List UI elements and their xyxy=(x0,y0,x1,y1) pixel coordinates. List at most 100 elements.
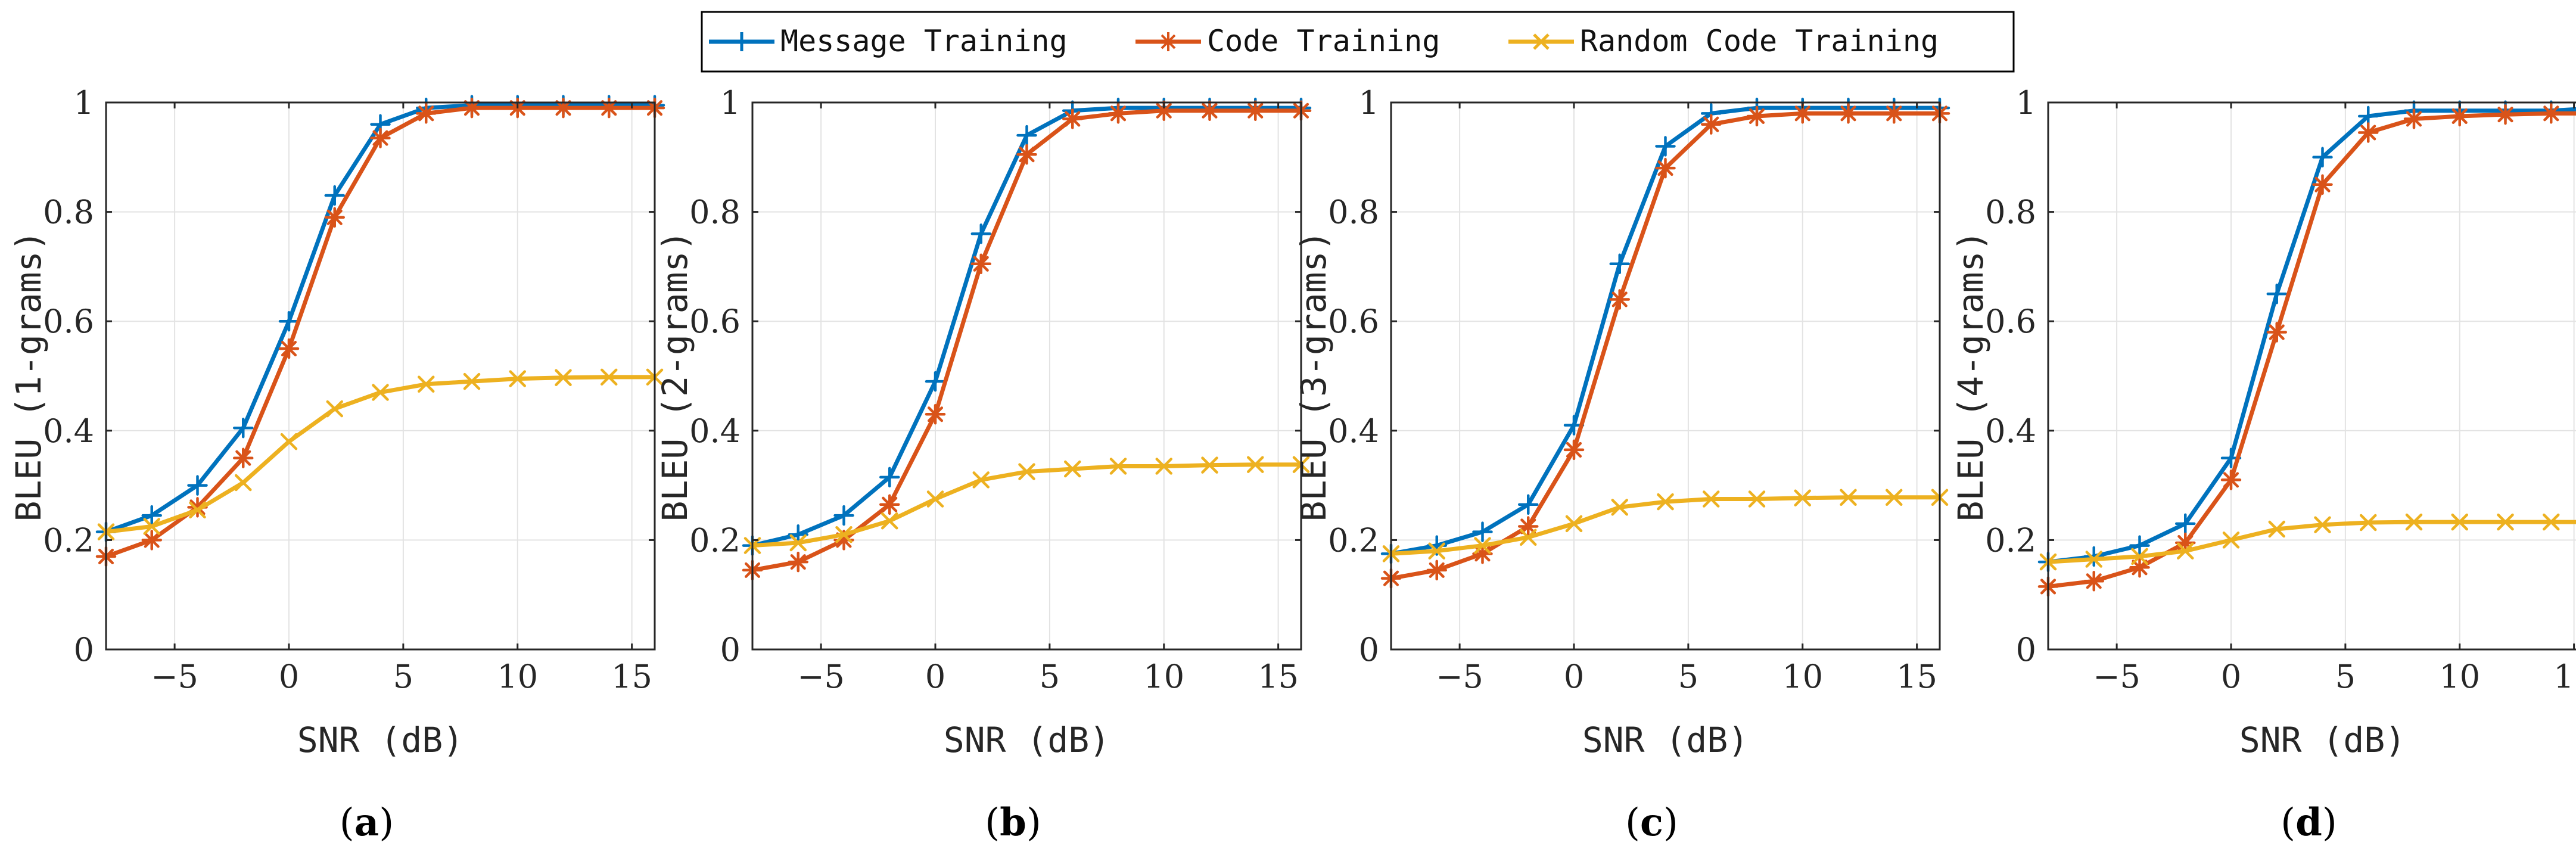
data-point xyxy=(599,97,620,119)
data-point xyxy=(926,490,944,508)
data-point xyxy=(2497,513,2514,531)
caption-letter: c xyxy=(1640,800,1663,845)
data-point xyxy=(2175,532,2196,554)
plot-area xyxy=(752,102,1301,649)
x-tick-label: −5 xyxy=(2093,658,2141,695)
x-tick-label: 0 xyxy=(1564,658,1584,695)
data-point xyxy=(2314,516,2331,533)
cross-marker-icon xyxy=(1533,33,1550,50)
y-axis-label: BLEU (3-grams) xyxy=(1293,231,1334,522)
x-tick-label: −5 xyxy=(797,658,845,695)
y-tick-label: 0.6 xyxy=(43,303,94,340)
data-point xyxy=(2220,470,2242,490)
y-tick-label: 0 xyxy=(74,631,94,669)
y-tick-label: 0.2 xyxy=(689,521,741,559)
x-tick-label: 10 xyxy=(497,658,538,695)
data-point xyxy=(1655,136,1676,157)
data-point xyxy=(2312,174,2333,195)
y-axis-label: BLEU (1-grams) xyxy=(8,231,49,522)
x-tick-label: 10 xyxy=(2439,658,2480,695)
data-point xyxy=(2268,520,2285,538)
x-tick-label: 0 xyxy=(925,658,945,695)
caption-open-paren: ( xyxy=(2281,801,2295,845)
y-tick-label: 0.6 xyxy=(1328,303,1379,340)
y-tick-label: 0.8 xyxy=(689,194,741,231)
x-axis-label: SNR (dB) xyxy=(1582,720,1749,760)
x-tick-label: 5 xyxy=(393,658,413,695)
axes-box xyxy=(2047,101,2576,651)
caption-open-paren: ( xyxy=(1625,801,1640,845)
data-point xyxy=(925,404,946,425)
y-tick-label: 0.2 xyxy=(1328,521,1379,559)
data-point xyxy=(1201,456,1218,474)
data-point xyxy=(1428,542,1445,560)
caption-letter: b xyxy=(1000,800,1026,845)
caption-close-paren: ) xyxy=(2322,801,2337,845)
y-axis-label: BLEU (4-grams) xyxy=(1950,231,1991,522)
legend-item-random-code-training: Random Code Training xyxy=(1508,24,1939,58)
data-point xyxy=(1655,157,1676,179)
data-point xyxy=(833,530,854,551)
data-point xyxy=(1245,100,1266,122)
data-point xyxy=(1472,521,1493,542)
y-tick-label: 0.4 xyxy=(1328,412,1379,450)
caption-close-paren: ) xyxy=(379,801,394,845)
data-point xyxy=(788,551,808,573)
x-tick-label: 15 xyxy=(1896,658,1937,695)
x-tick-label: 5 xyxy=(1678,658,1698,695)
caption-open-paren: ( xyxy=(985,801,1000,845)
data-point xyxy=(2358,105,2379,127)
data-point xyxy=(1565,515,1583,533)
data-point xyxy=(324,207,345,228)
data-point xyxy=(1520,529,1537,546)
legend-label-code-training: Code Training xyxy=(1207,24,1440,58)
data-point xyxy=(2129,557,2150,578)
y-tick-label: 1 xyxy=(1359,84,1379,122)
data-point xyxy=(2312,147,2333,168)
data-point xyxy=(1062,108,1083,129)
data-point xyxy=(1884,103,1905,124)
x-tick-label: 10 xyxy=(1143,658,1184,695)
data-point xyxy=(601,368,618,386)
y-tick-label: 0 xyxy=(720,631,741,669)
caption-letter: d xyxy=(2295,800,2322,845)
x-tick-label: 10 xyxy=(1782,658,1823,695)
data-point xyxy=(1518,516,1539,537)
chart-panel-c: −5 0 5 10 15 0 0.2 0.4 0.6 0.8 1 SNR (dB) BLEU (3-gr… xyxy=(1293,84,1950,845)
data-point xyxy=(1016,125,1037,146)
legend-item-code-training: Code Training xyxy=(1135,24,1440,58)
data-point xyxy=(141,505,162,526)
data-point xyxy=(1563,439,1585,461)
data-point xyxy=(970,223,991,244)
data-point xyxy=(370,128,391,148)
data-point xyxy=(835,526,853,543)
x-tick-label: 5 xyxy=(1040,658,1060,695)
data-point xyxy=(2175,513,2196,534)
data-point xyxy=(2129,535,2150,556)
data-point xyxy=(1703,490,1720,508)
chart-panel-d: −5 0 5 10 15 0 0.2 0.4 0.6 0.8 1 SNR (dB) BLEU (4-gr… xyxy=(1950,84,2576,845)
y-tick-label: 0 xyxy=(2016,631,2036,669)
data-point xyxy=(555,369,572,387)
panel-caption: (a) xyxy=(340,800,394,845)
y-tick-label: 0.8 xyxy=(1328,194,1379,231)
data-point xyxy=(418,375,435,393)
data-point xyxy=(1886,489,1903,506)
data-point xyxy=(1109,458,1127,475)
data-point xyxy=(1107,103,1129,124)
x-tick-label: 15 xyxy=(611,658,652,695)
data-point xyxy=(2083,546,2104,567)
caption-open-paren: ( xyxy=(340,801,354,845)
y-tick-label: 0.8 xyxy=(43,194,94,231)
data-point xyxy=(1746,105,1768,127)
legend: Message Training Code Training Random Co… xyxy=(701,11,2015,73)
data-point xyxy=(278,310,300,332)
data-point xyxy=(553,97,574,119)
data-point xyxy=(416,103,437,124)
data-point xyxy=(2405,513,2423,531)
x-tick-label: 15 xyxy=(1258,658,1299,695)
data-point xyxy=(372,384,389,401)
data-point xyxy=(970,253,991,275)
data-point xyxy=(189,501,206,519)
